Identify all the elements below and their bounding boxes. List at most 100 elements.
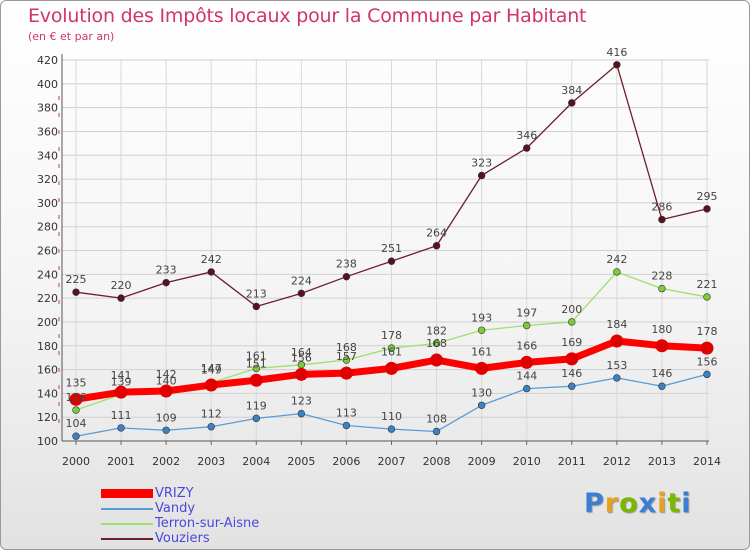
data-point-vouziers (162, 278, 170, 287)
data-label-vouziers: 295 (697, 190, 718, 203)
y-tick-label: 220 (37, 292, 58, 305)
y-tick-label: 120 (37, 411, 58, 424)
y-tick-label: 300 (37, 197, 58, 210)
data-point-vandy (477, 401, 486, 409)
data-point-vrizy (249, 373, 263, 387)
logo-letter: t (667, 488, 682, 519)
y-tick-label: 280 (37, 221, 58, 234)
data-point-terron-sur-aisne (432, 339, 441, 348)
data-point-terron-sur-aisne (613, 268, 621, 276)
data-label-vouziers: 220 (111, 279, 132, 292)
data-point-terron-sur-aisne (658, 284, 666, 293)
data-point-terron-sur-aisne (252, 364, 260, 373)
data-label-vrizy: 161 (471, 345, 492, 358)
data-label-terron-sur-aisne: 126 (66, 391, 87, 404)
data-point-vouziers (568, 99, 576, 107)
x-tick-label: 2010 (513, 455, 541, 468)
y-tick-label: 320 (37, 173, 58, 186)
data-point-vandy (72, 432, 80, 440)
data-label-vrizy: 142 (156, 368, 177, 381)
data-point-vandy (117, 424, 125, 432)
data-point-vouziers (477, 171, 486, 180)
y-tick-label: 260 (37, 245, 58, 258)
y-tick-label: 360 (37, 125, 58, 138)
data-label-terron-sur-aisne: 161 (246, 349, 267, 362)
y-tick-label: 100 (37, 435, 58, 448)
data-label-vouziers: 242 (201, 253, 222, 266)
data-point-vouziers (613, 61, 621, 69)
data-label-vrizy: 161 (381, 345, 402, 358)
data-label-vrizy: 135 (66, 376, 87, 389)
data-label-vrizy: 180 (651, 323, 672, 336)
data-point-terron-sur-aisne (387, 344, 396, 352)
data-point-vrizy (114, 385, 128, 399)
data-point-vandy (658, 382, 666, 390)
x-tick-label: 2002 (152, 455, 180, 468)
data-label-vrizy: 157 (336, 350, 357, 363)
data-label-vrizy: 147 (201, 362, 222, 375)
data-point-vandy (342, 421, 351, 430)
data-point-vandy (387, 425, 396, 433)
data-label-terron-sur-aisne: 178 (381, 329, 402, 342)
data-label-vrizy: 168 (426, 337, 447, 350)
x-tick-label: 2001 (107, 455, 135, 468)
data-label-vandy: 156 (697, 355, 718, 368)
data-label-vouziers: 286 (651, 201, 672, 214)
x-tick-label: 2014 (693, 455, 721, 468)
data-point-vouziers (252, 302, 260, 311)
legend-swatch-vouziers (101, 538, 153, 540)
data-label-terron-sur-aisne: 164 (291, 346, 312, 359)
data-point-vouziers (387, 257, 396, 265)
legend-swatch-vrizy (101, 489, 153, 498)
data-point-terron-sur-aisne (72, 406, 80, 414)
x-tick-label: 2000 (62, 455, 90, 468)
y-tick-label: 180 (37, 340, 58, 353)
data-label-terron-sur-aisne: 221 (697, 278, 718, 291)
data-label-terron-sur-aisne: 149 (201, 364, 222, 377)
data-point-vrizy (294, 367, 308, 381)
data-point-vrizy (520, 355, 534, 369)
data-label-vandy: 112 (201, 408, 222, 421)
data-label-vrizy: 184 (606, 318, 627, 331)
data-point-vrizy (339, 366, 353, 380)
data-label-vouziers: 384 (561, 84, 582, 97)
data-label-vouziers: 233 (156, 264, 177, 277)
data-point-vouziers (432, 242, 441, 250)
data-point-vouziers (207, 268, 215, 276)
legend-label-vandy: Vandy (155, 501, 196, 516)
data-label-vouziers: 238 (336, 258, 357, 271)
data-point-terron-sur-aisne (703, 293, 711, 301)
x-tick-label: 2009 (468, 455, 496, 468)
data-label-vandy: 113 (336, 407, 357, 420)
data-point-vrizy (69, 392, 83, 406)
data-point-vandy (703, 370, 711, 379)
data-label-vandy: 119 (246, 399, 267, 412)
x-tick-label: 2007 (378, 455, 406, 468)
data-label-vandy: 108 (426, 412, 447, 425)
data-label-vrizy: 141 (111, 369, 132, 382)
data-point-vrizy (204, 378, 218, 392)
legend-swatch-terron (101, 523, 153, 525)
data-point-vouziers (72, 288, 80, 296)
data-label-terron-sur-aisne: 200 (561, 303, 582, 316)
x-tick-label: 2008 (423, 455, 451, 468)
data-label-vouziers: 225 (66, 273, 87, 286)
data-point-vrizy (159, 384, 173, 398)
x-tick-label: 2012 (603, 455, 631, 468)
data-point-vouziers (658, 215, 666, 224)
data-label-vouziers: 213 (246, 287, 267, 300)
data-label-vandy: 104 (66, 417, 87, 430)
data-label-vandy: 146 (561, 367, 582, 380)
x-tick-label: 2011 (558, 455, 586, 468)
y-tick-label: 200 (37, 316, 58, 329)
y-tick-label: 240 (37, 268, 58, 281)
data-label-terron-sur-aisne: 140 (156, 374, 177, 387)
data-point-vrizy (610, 334, 624, 348)
legend-swatch-vandy (101, 508, 153, 510)
x-tick-label: 2005 (287, 455, 315, 468)
data-point-vandy (162, 426, 170, 434)
data-label-vrizy: 178 (697, 325, 718, 338)
data-label-vandy: 111 (111, 409, 132, 422)
